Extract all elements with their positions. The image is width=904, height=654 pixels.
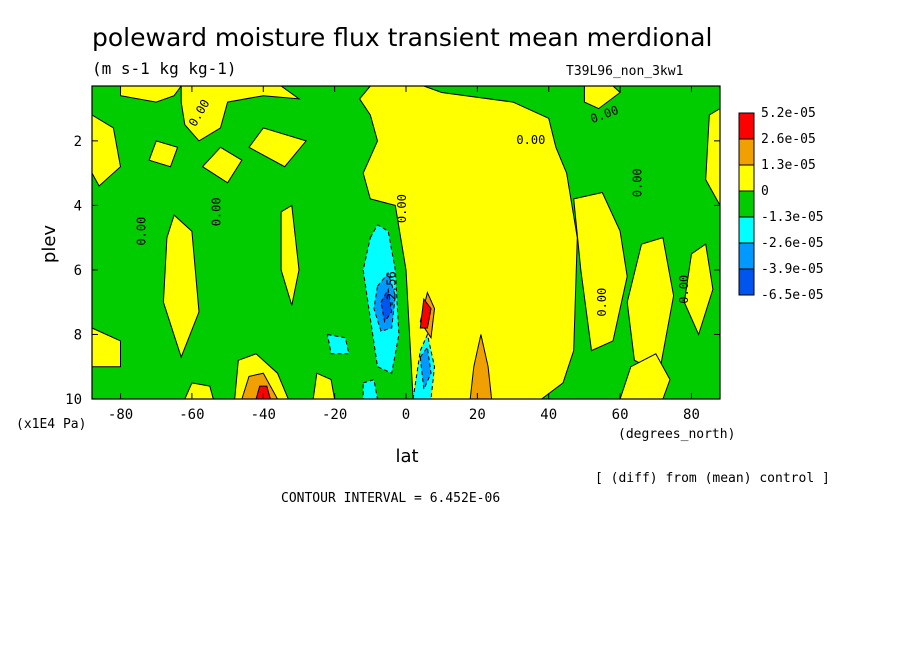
x-axis: -80 -60 -40 -20 0 20 40 60 80 [108,86,700,423]
x-tick-label: -20 [322,407,347,423]
contour-label-2: 0.00 [209,197,223,226]
contour-region-neg3-30 [380,287,393,323]
y-tick-label: 2 [74,134,82,150]
contour-interval: CONTOUR INTERVAL = 6.452E-06 [281,491,500,506]
contour-region-pos1-6 [248,127,307,168]
contour-labels: 0.000.000.00 0.000.000.000.000.00 0.00-2.5… [135,97,691,317]
colorbar-label: -3.9e-05 [761,262,824,277]
colorbar-label: -6.5e-05 [761,288,824,303]
colorbar-label: 2.6e-05 [761,132,816,147]
y-axis: 2 4 6 8 10 [65,134,720,408]
contour-label-1: 0.00 [135,217,149,246]
contour-region-pos1-4 [201,146,243,184]
x-tick-label: 40 [540,407,557,423]
y-axis-units: (x1E4 Pa) [16,417,86,432]
contour-region-pos3-22 [419,297,432,329]
contour-fills [91,85,721,400]
contour-region-pos1-7 [280,204,300,306]
contour-label-6: 0.00 [631,168,645,197]
colorbar: 5.2e-05 2.6e-05 1.3e-05 0 -1.3e-05 -2.6e-05 -3… [738,106,824,303]
x-axis-units: (degrees_north) [618,427,735,442]
colorbar-label: -1.3e-05 [761,210,824,225]
y-axis-label: plev [39,225,60,264]
chart-units: (m s-1 kg kg-1) [92,59,237,78]
x-tick-label: 20 [469,407,486,423]
y-tick-label: 8 [74,327,82,343]
contour-region-pos1-3 [148,140,179,168]
contour-label-9: -2.56 [384,271,398,307]
colorbar-label: 1.3e-05 [761,158,816,173]
y-tick-label: 10 [65,392,82,408]
colorbar-swatch [738,164,755,192]
x-tick-label: -40 [251,407,276,423]
x-tick-label: 0 [402,407,410,423]
contour-region-neg1-25 [326,333,350,355]
contour-label-7: 0.00 [595,288,609,317]
x-tick-label: 60 [612,407,629,423]
contour-region-pos1-11 [573,191,628,352]
colorbar-label: 5.2e-05 [761,106,816,121]
contour-region-pos1-5 [162,214,200,359]
contour-label-3: 0.00 [395,194,409,223]
contour-region-pos1-9 [358,85,578,400]
colorbar-swatch [738,216,755,244]
contour-label-4: 0.00 [516,133,545,147]
plot-area: 0.000.000.00 0.000.000.000.000.00 0.00-2.5… [91,85,721,400]
colorbar-swatch [738,242,755,270]
colorbar-label: 0 [761,184,769,199]
x-tick-label: -80 [108,407,133,423]
contour-region-pos1-13 [683,243,714,336]
chart-title: poleward moisture flux transient mean me… [92,23,712,52]
y-tick-label: 4 [74,198,82,214]
colorbar-label: -2.6e-05 [761,236,824,251]
run-id: T39L96_non_3kw1 [566,64,683,79]
colorbar-swatch [738,190,755,218]
x-tick-label: -60 [179,407,204,423]
colorbar-swatch [738,138,755,166]
x-tick-label: 80 [683,407,700,423]
contour-label-8: 0.00 [677,275,691,304]
contour-region-pos1-1 [180,85,301,142]
contour-region-neg2-29 [419,346,432,392]
colorbar-swatch [738,112,755,140]
y-tick-label: 6 [74,263,82,279]
x-axis-label: lat [395,446,418,467]
diff-note: [ (diff) from (mean) control ] [595,471,830,486]
colorbar-swatch [738,268,755,296]
